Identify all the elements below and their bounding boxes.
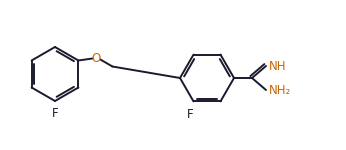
Text: NH₂: NH₂	[269, 84, 291, 96]
Text: O: O	[92, 52, 101, 65]
Text: F: F	[52, 107, 58, 120]
Text: NH: NH	[269, 60, 286, 72]
Text: F: F	[187, 108, 194, 121]
